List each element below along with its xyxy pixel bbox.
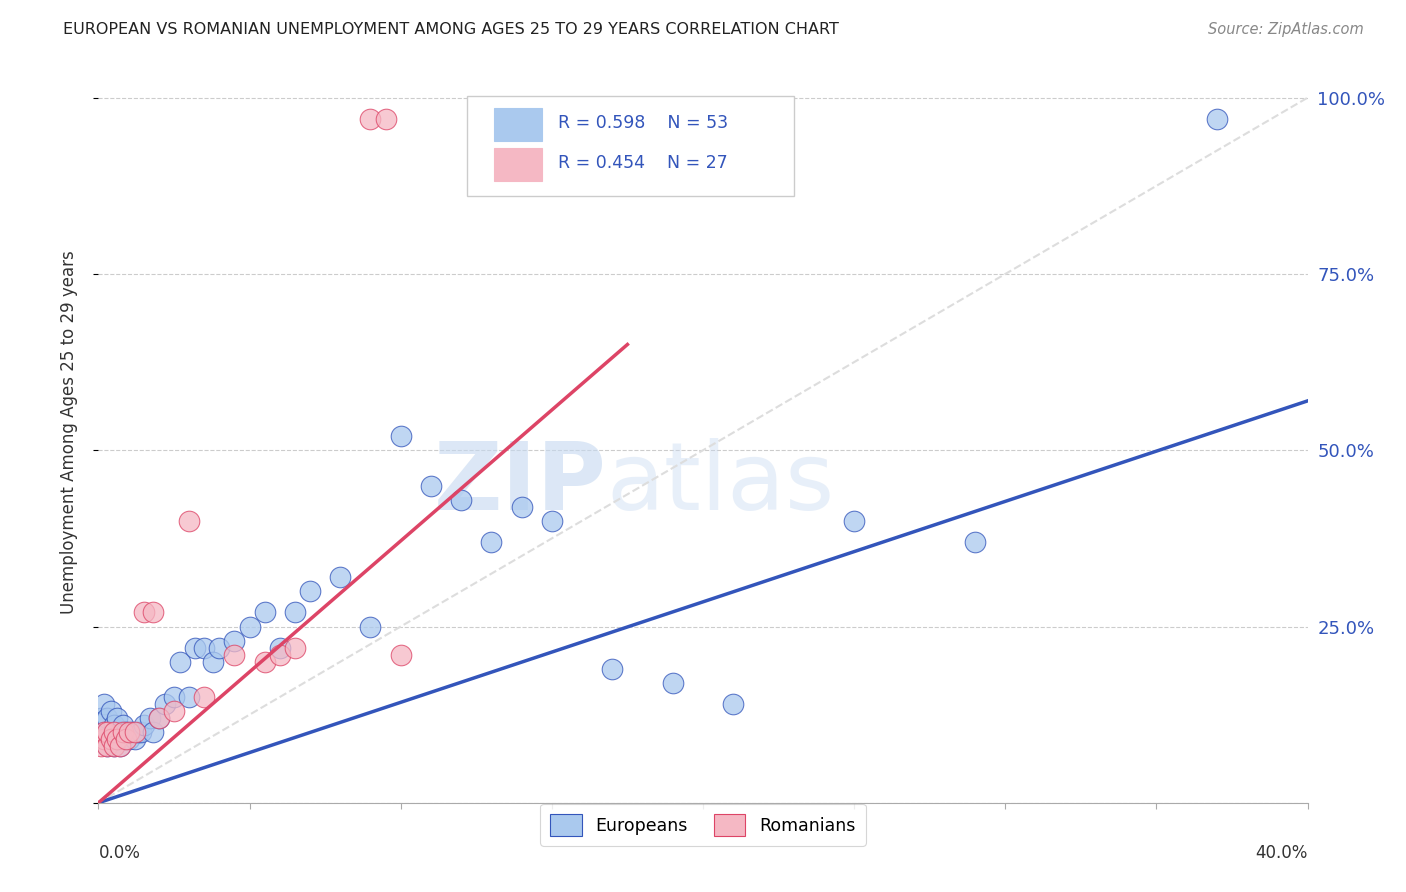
- Point: [108, 739, 131, 754]
- Point: [118, 725, 141, 739]
- Point: [93, 732, 115, 747]
- Point: [224, 648, 246, 662]
- Point: [103, 739, 125, 754]
- Point: [389, 429, 412, 443]
- Point: [93, 725, 115, 739]
- Point: [114, 725, 136, 739]
- Point: [124, 725, 146, 739]
- Point: [93, 725, 115, 739]
- Point: [661, 676, 683, 690]
- Point: [90, 711, 112, 725]
- Point: [103, 725, 125, 739]
- Point: [253, 606, 276, 620]
- Point: [96, 711, 118, 725]
- Point: [105, 732, 128, 747]
- Point: [111, 718, 134, 732]
- Text: Source: ZipAtlas.com: Source: ZipAtlas.com: [1208, 22, 1364, 37]
- Point: [179, 514, 201, 528]
- Point: [105, 732, 128, 747]
- Text: EUROPEAN VS ROMANIAN UNEMPLOYMENT AMONG AGES 25 TO 29 YEARS CORRELATION CHART: EUROPEAN VS ROMANIAN UNEMPLOYMENT AMONG …: [63, 22, 839, 37]
- Legend: Europeans, Romanians: Europeans, Romanians: [540, 804, 866, 846]
- Point: [148, 711, 170, 725]
- Point: [202, 655, 225, 669]
- Point: [129, 725, 152, 739]
- Point: [269, 648, 291, 662]
- Point: [132, 718, 155, 732]
- Point: [142, 725, 165, 739]
- Point: [121, 725, 143, 739]
- Text: 0.0%: 0.0%: [98, 844, 141, 862]
- Point: [179, 690, 201, 704]
- Point: [90, 739, 112, 754]
- Point: [193, 690, 215, 704]
- Point: [360, 112, 382, 126]
- Point: [93, 697, 115, 711]
- Point: [224, 633, 246, 648]
- Text: R = 0.598    N = 53: R = 0.598 N = 53: [558, 113, 728, 132]
- Point: [481, 535, 503, 549]
- Point: [965, 535, 987, 549]
- Y-axis label: Unemployment Among Ages 25 to 29 years: Unemployment Among Ages 25 to 29 years: [59, 251, 77, 615]
- Point: [108, 739, 131, 754]
- Point: [184, 640, 207, 655]
- Point: [723, 697, 745, 711]
- Point: [96, 739, 118, 754]
- Bar: [494, 148, 543, 181]
- Point: [148, 711, 170, 725]
- Text: atlas: atlas: [606, 439, 835, 531]
- FancyBboxPatch shape: [467, 95, 793, 195]
- Point: [163, 690, 186, 704]
- Point: [329, 570, 352, 584]
- Point: [163, 704, 186, 718]
- Point: [239, 619, 262, 633]
- Point: [284, 606, 307, 620]
- Text: ZIP: ZIP: [433, 439, 606, 531]
- Point: [1206, 112, 1229, 126]
- Text: R = 0.454    N = 27: R = 0.454 N = 27: [558, 154, 728, 172]
- Point: [208, 640, 231, 655]
- Point: [105, 711, 128, 725]
- Point: [108, 725, 131, 739]
- Point: [602, 662, 624, 676]
- Point: [118, 732, 141, 747]
- Point: [389, 648, 412, 662]
- Point: [100, 732, 122, 747]
- Point: [103, 718, 125, 732]
- Point: [111, 732, 134, 747]
- Point: [844, 514, 866, 528]
- Point: [142, 606, 165, 620]
- Point: [96, 725, 118, 739]
- Point: [103, 739, 125, 754]
- Point: [360, 619, 382, 633]
- Point: [193, 640, 215, 655]
- Point: [139, 711, 162, 725]
- Bar: [494, 108, 543, 142]
- Point: [510, 500, 533, 514]
- Point: [269, 640, 291, 655]
- Point: [284, 640, 307, 655]
- Point: [132, 606, 155, 620]
- Point: [127, 725, 149, 739]
- Point: [169, 655, 191, 669]
- Point: [253, 655, 276, 669]
- Point: [96, 739, 118, 754]
- Point: [111, 725, 134, 739]
- Point: [100, 704, 122, 718]
- Point: [450, 492, 472, 507]
- Point: [420, 478, 443, 492]
- Point: [100, 732, 122, 747]
- Point: [540, 514, 562, 528]
- Point: [114, 732, 136, 747]
- Point: [153, 697, 176, 711]
- Point: [124, 732, 146, 747]
- Point: [374, 112, 396, 126]
- Point: [299, 584, 322, 599]
- Text: 40.0%: 40.0%: [1256, 844, 1308, 862]
